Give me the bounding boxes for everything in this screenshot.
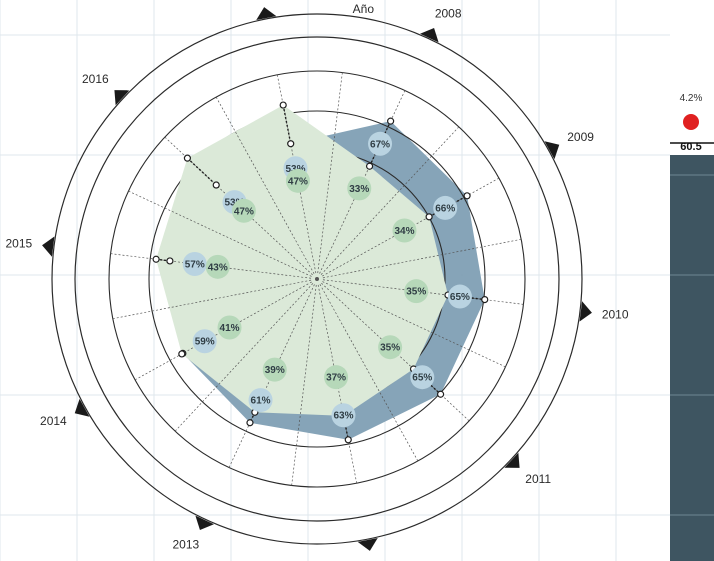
year-axis-marks: 2008200920102011201220132014201520162017: [5, 6, 629, 561]
outer-data-label: 63%: [333, 411, 353, 422]
year-label: 2009: [567, 130, 594, 144]
side-top-label: 4.2%: [680, 93, 703, 104]
outer-data-label: 57%: [185, 259, 205, 270]
outer-marker: [436, 390, 445, 398]
inner-marker: [279, 101, 287, 109]
connector-line: [282, 104, 292, 144]
year-label: 2010: [602, 308, 629, 322]
year-marker-icon: [256, 7, 277, 21]
outer-data-label: 61%: [251, 396, 271, 407]
year-marker-icon: [74, 398, 90, 417]
outer-data-label: 65%: [412, 373, 432, 384]
year-marker-icon: [579, 301, 592, 322]
inner-data-label: 47%: [234, 206, 254, 217]
outer-data-label: 67%: [370, 139, 390, 150]
inner-data-label: 35%: [406, 287, 426, 298]
connector-line: [186, 157, 217, 186]
outer-label-bubble: [182, 251, 207, 276]
axis-title: Año: [353, 2, 375, 16]
inner-label-bubble: [217, 315, 242, 340]
year-marker-icon: [195, 515, 214, 531]
year-label: 2012: [360, 560, 387, 561]
outer-marker: [344, 436, 352, 444]
outer-label-bubble: [447, 284, 472, 309]
outer-marker: [287, 140, 295, 148]
outer-data-label: 59%: [195, 337, 215, 348]
spoke-line: [128, 190, 312, 277]
outer-data-label: 65%: [450, 292, 470, 303]
center-point: [315, 277, 319, 281]
year-marker-icon: [504, 452, 520, 468]
year-label: 2015: [5, 236, 32, 250]
outer-marker: [246, 419, 254, 427]
inner-data-label: 39%: [265, 365, 285, 376]
spoke-line: [322, 238, 522, 279]
year-marker-icon: [357, 537, 378, 551]
spoke-line: [317, 72, 343, 274]
inner-marker: [183, 154, 192, 162]
outer-ring: [51, 13, 583, 545]
outer-label-bubble: [368, 131, 393, 156]
outer-label-bubble: [192, 329, 217, 354]
inner-marker: [152, 255, 160, 263]
spoke-line: [112, 279, 312, 320]
year-marker-icon: [114, 90, 130, 106]
side-bar: [670, 155, 714, 561]
inner-label-bubble: [404, 279, 429, 304]
spoke-line: [320, 126, 460, 275]
ring: [74, 36, 560, 522]
year-marker-icon: [42, 236, 55, 257]
ring: [148, 110, 486, 448]
inner-marker: [365, 162, 374, 170]
year-label: 2013: [172, 538, 199, 552]
year-label: 2014: [40, 414, 67, 428]
spoke-line: [291, 284, 317, 486]
inner-data-label: 33%: [349, 184, 369, 195]
inner-data-label: 43%: [208, 262, 228, 273]
year-label: 2011: [525, 472, 551, 486]
spoke-line: [319, 284, 419, 462]
outer-label-bubble: [433, 195, 458, 220]
inner-label-bubble: [285, 168, 310, 193]
year-marker-icon: [544, 141, 560, 160]
outer-marker: [212, 181, 220, 189]
inner-label-bubble: [378, 335, 403, 360]
data-labels: 67% 33% 66% 34% 65% 35% 65% 35% 63% 37% 61% 39% 59% 4…: [182, 131, 472, 428]
inner-label-bubble: [347, 176, 372, 201]
inner-data-label: 37%: [326, 373, 346, 384]
inner-data-label: 35%: [380, 343, 400, 354]
outer-label-bubble: [331, 403, 356, 428]
inner-label-bubble: [231, 198, 256, 223]
outer-data-label: 53%: [224, 198, 244, 209]
status-dot: [683, 114, 699, 130]
spoke-line: [215, 96, 315, 274]
side-value-label: 60.5: [680, 141, 701, 153]
year-label: 2016: [82, 72, 109, 86]
year-marker-icon: [420, 27, 439, 43]
inner-label-bubble: [205, 254, 230, 279]
inner-data-label: 34%: [394, 226, 414, 237]
inner-label-bubble: [324, 365, 349, 390]
year-label: 2008: [435, 6, 462, 20]
spoke-line: [322, 281, 506, 368]
spoke-line: [174, 283, 314, 432]
outer-marker: [463, 192, 471, 200]
outer-label-bubble: [410, 365, 435, 390]
inner-marker: [425, 213, 433, 221]
outer-label-bubble: [248, 388, 273, 413]
inner-label-bubble: [392, 218, 417, 243]
side-bar-panel: 4.2% 60.5: [670, 93, 714, 561]
inner-label-bubble: [262, 357, 287, 382]
outer-data-label: 66%: [435, 203, 455, 214]
outer-marker: [166, 257, 174, 265]
inner-data-label: 41%: [220, 323, 240, 334]
ring: [108, 70, 526, 488]
inner-data-label: 47%: [288, 176, 308, 187]
outer-marker: [481, 295, 489, 304]
inner-marker: [178, 350, 186, 358]
outer-marker: [387, 117, 395, 125]
